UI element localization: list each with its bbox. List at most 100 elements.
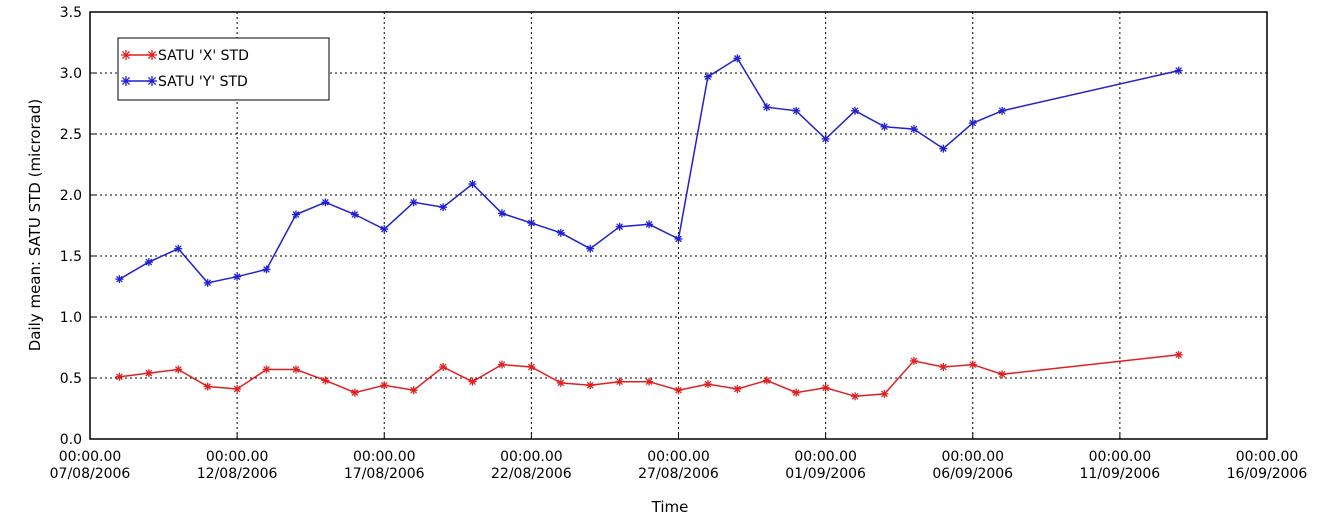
data-point: [821, 383, 830, 392]
data-point: [203, 278, 212, 287]
y-axis-title: Daily mean: SATU STD (microrad): [26, 99, 44, 352]
data-point: [291, 365, 300, 374]
series-line-1: [119, 354, 1179, 398]
x-tick-label-time: 00:00.00: [206, 449, 269, 465]
data-point: [851, 392, 860, 401]
data-point: [174, 244, 183, 253]
x-axis-title: Time: [651, 498, 689, 516]
series-line-2: [119, 57, 1179, 284]
data-point: [968, 360, 977, 369]
data-point: [350, 388, 359, 397]
data-point: [615, 377, 624, 386]
data-point: [939, 363, 948, 372]
data-point: [998, 370, 1007, 379]
x-tick-label-date: 12/08/2006: [197, 466, 278, 482]
data-point: [321, 198, 330, 207]
data-point: [556, 378, 565, 387]
axis-ticks: 0.00.51.01.52.02.53.03.500:00.0007/08/20…: [50, 5, 1308, 482]
x-tick-label-time: 00:00.00: [500, 449, 563, 465]
data-point: [674, 234, 683, 243]
y-tick-label: 2.5: [60, 127, 82, 143]
data-point: [321, 376, 330, 385]
data-point: [144, 369, 153, 378]
data-point: [703, 380, 712, 389]
x-tick-label-time: 00:00.00: [794, 449, 857, 465]
data-point: [762, 376, 771, 385]
data-point: [939, 144, 948, 153]
y-tick-label: 1.0: [60, 310, 82, 326]
data-point: [468, 180, 477, 189]
data-point: [733, 54, 742, 63]
data-point: [380, 381, 389, 390]
x-tick-label-date: 27/08/2006: [638, 466, 719, 482]
x-tick-label-date: 22/08/2006: [491, 466, 572, 482]
data-point: [527, 363, 536, 372]
data-point: [409, 198, 418, 207]
x-tick-label-date: 17/08/2006: [344, 466, 425, 482]
data-point: [909, 356, 918, 365]
data-point: [792, 106, 801, 115]
data-point: [615, 222, 624, 231]
legend-entry: SATU 'Y' STD: [121, 74, 248, 90]
x-tick-label-time: 00:00.00: [647, 449, 710, 465]
data-point: [527, 219, 536, 228]
data-point: [586, 381, 595, 390]
legend-box: [117, 37, 330, 101]
y-tick-label: 0.5: [60, 371, 82, 387]
data-point: [645, 377, 654, 386]
x-tick-label-date: 16/09/2006: [1227, 466, 1308, 482]
x-tick-label-time: 00:00.00: [1236, 449, 1299, 465]
series-layer: [115, 54, 1183, 401]
y-tick-label: 0.0: [60, 432, 82, 448]
data-point: [792, 388, 801, 397]
data-point: [439, 203, 448, 212]
data-point: [674, 386, 683, 395]
data-point: [733, 384, 742, 393]
data-point: [468, 377, 477, 386]
data-point: [203, 382, 212, 391]
data-point: [262, 365, 271, 374]
x-tick-label-time: 00:00.00: [1089, 449, 1152, 465]
y-tick-label: 1.5: [60, 249, 82, 265]
data-point: [880, 122, 889, 131]
data-point: [144, 258, 153, 267]
data-point: [968, 119, 977, 128]
y-tick-label: 3.5: [60, 5, 82, 21]
data-point: [880, 389, 889, 398]
x-tick-label-date: 11/09/2006: [1080, 466, 1161, 482]
data-point: [233, 272, 242, 281]
x-tick-label-date: 07/08/2006: [50, 466, 131, 482]
data-point: [1174, 66, 1183, 75]
data-point: [998, 106, 1007, 115]
x-tick-label-time: 00:00.00: [941, 449, 1004, 465]
data-point: [380, 225, 389, 234]
y-tick-label: 2.0: [60, 188, 82, 204]
data-point: [497, 209, 506, 218]
data-point: [703, 72, 712, 81]
data-point: [762, 103, 771, 112]
data-point: [350, 210, 359, 219]
data-point: [821, 134, 830, 143]
data-point: [174, 365, 183, 374]
data-point: [909, 125, 918, 134]
x-tick-label-date: 06/09/2006: [932, 466, 1013, 482]
legend: SATU 'X' STD SATU 'Y' STD: [117, 37, 330, 101]
data-point: [556, 228, 565, 237]
legend-label: SATU 'Y' STD: [158, 74, 248, 90]
data-point: [115, 275, 124, 284]
data-point: [497, 360, 506, 369]
data-point: [645, 220, 654, 229]
data-point: [233, 384, 242, 393]
data-point: [439, 363, 448, 372]
x-tick-label-time: 00:00.00: [353, 449, 416, 465]
legend-entry: SATU 'X' STD: [121, 48, 249, 64]
legend-label: SATU 'X' STD: [158, 48, 249, 64]
data-point: [291, 210, 300, 219]
data-point: [409, 386, 418, 395]
data-point: [586, 244, 595, 253]
data-point: [115, 372, 124, 381]
y-tick-label: 3.0: [60, 66, 82, 82]
x-tick-label-time: 00:00.00: [59, 449, 122, 465]
data-point: [851, 106, 860, 115]
